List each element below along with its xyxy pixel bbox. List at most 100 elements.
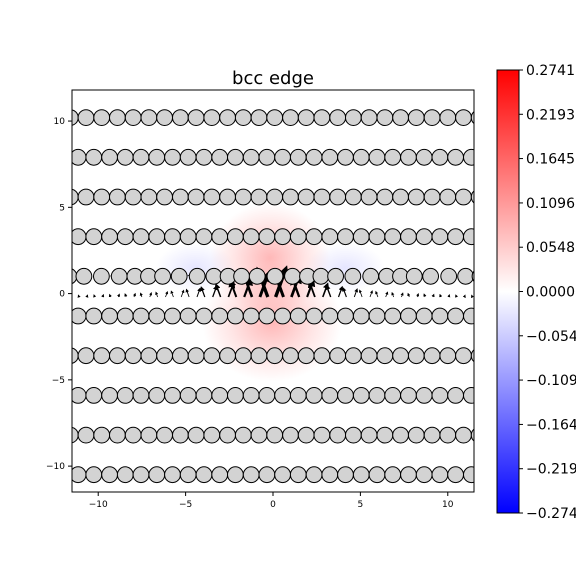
atom (329, 109, 347, 126)
atom (140, 347, 158, 365)
atom (219, 109, 237, 126)
atom (109, 188, 126, 206)
x-tick-label: −10 (89, 500, 108, 510)
atom (337, 228, 354, 246)
atom (327, 267, 345, 285)
atom (345, 347, 362, 365)
atom (156, 109, 174, 126)
atom (289, 387, 307, 404)
atom (455, 109, 472, 126)
atom (470, 349, 474, 363)
atom (439, 426, 457, 444)
x-tick-label: −5 (179, 500, 192, 510)
atom (415, 466, 433, 484)
atom (132, 466, 150, 484)
atom (93, 109, 111, 126)
atom (431, 387, 449, 404)
atom (297, 109, 315, 126)
atom (211, 466, 229, 484)
atom (329, 347, 347, 365)
y-tick-label: 5 (59, 203, 65, 213)
atom (195, 307, 213, 325)
atom (93, 267, 110, 285)
atom (195, 466, 213, 484)
atom (337, 466, 354, 484)
atom (274, 307, 292, 325)
atom (447, 387, 465, 404)
atom (203, 109, 221, 126)
atom (274, 387, 292, 404)
core-vector-arrow (214, 282, 222, 298)
atom (219, 347, 237, 365)
atom (211, 148, 229, 166)
atom (368, 148, 386, 166)
atom (55, 388, 71, 404)
atom (392, 109, 410, 126)
atom (211, 307, 229, 325)
atom (179, 387, 197, 404)
atom (457, 267, 474, 285)
core-vector-arrow (101, 293, 105, 298)
atom (405, 267, 423, 285)
atom (352, 148, 370, 166)
atom (85, 307, 103, 325)
core-vector-arrow (196, 287, 201, 298)
atom (305, 387, 323, 404)
atom (423, 347, 441, 365)
atom (422, 267, 440, 285)
atom (415, 307, 433, 325)
atom (282, 347, 299, 365)
atom (116, 387, 134, 404)
y-tick-label: −10 (46, 462, 65, 472)
atom (266, 267, 284, 285)
atom (266, 347, 284, 365)
atom (101, 466, 118, 484)
core-vector-arrow (439, 293, 443, 298)
atom (250, 426, 268, 444)
core-vector-arrow (400, 292, 404, 298)
colorbar-tick-label: −0.1645 (526, 417, 576, 433)
atom (376, 109, 394, 126)
atom (132, 228, 150, 246)
atom (77, 347, 95, 365)
atom (407, 109, 425, 126)
atom (376, 347, 394, 365)
y-tick-label: 10 (54, 117, 66, 127)
atom (392, 426, 410, 444)
core-vector-arrow (385, 291, 389, 298)
atom (164, 387, 181, 404)
plot-area (55, 90, 474, 492)
atom (282, 109, 299, 126)
atom (75, 267, 93, 285)
atom (124, 426, 142, 444)
atom (148, 148, 166, 166)
atom (407, 426, 425, 444)
colorbar-tick-label: −0.2193 (526, 462, 576, 478)
atom (470, 428, 474, 442)
colorbar-tick-label: 0.0000 (526, 285, 575, 301)
atom (463, 307, 474, 325)
atom (321, 387, 339, 404)
atom (85, 466, 103, 484)
atom (431, 466, 449, 484)
atom (85, 387, 103, 404)
atom (124, 188, 142, 206)
atom (368, 387, 386, 404)
atom (156, 426, 174, 444)
atom (124, 347, 142, 365)
atom (447, 307, 465, 325)
atom (274, 228, 292, 246)
atom (109, 426, 126, 444)
atom (93, 347, 111, 365)
atom (455, 347, 472, 365)
atom (109, 109, 126, 126)
atom (164, 466, 181, 484)
atom (345, 109, 362, 126)
atom (250, 188, 268, 206)
atom (352, 466, 370, 484)
atom (313, 109, 331, 126)
atom (234, 109, 252, 126)
atom (329, 188, 347, 206)
core-vector-arrow (307, 280, 316, 298)
chart-title: bcc edge (232, 68, 314, 89)
